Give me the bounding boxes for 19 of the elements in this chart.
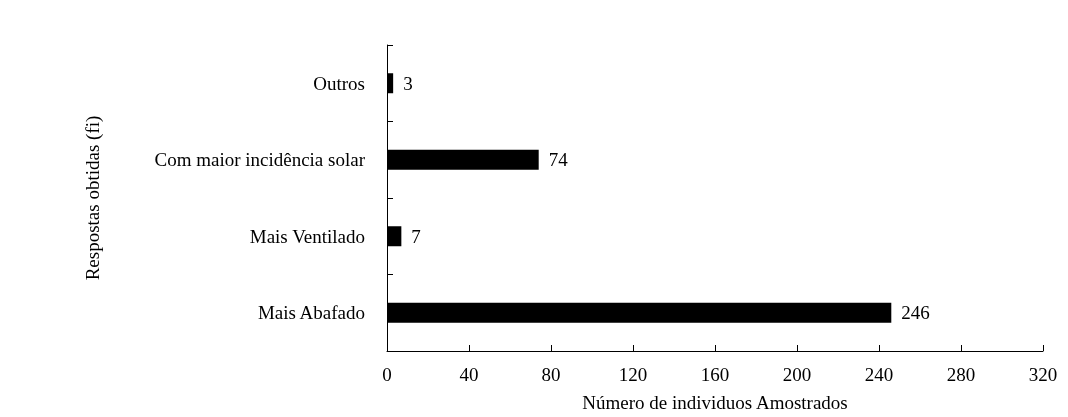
x-tick-label: 160 — [700, 364, 730, 385]
data-label: 246 — [901, 302, 930, 324]
y-tick-label: Com maior incidência solar — [154, 149, 366, 171]
y-axis-title: Respostas obtidas (fi) — [82, 115, 104, 281]
y-tick-label: Mais Ventilado — [249, 225, 365, 247]
x-tick-label: 120 — [618, 364, 648, 385]
x-axis-title: Número de individuos Amostrados — [582, 392, 848, 413]
y-tick-label: Outros — [313, 72, 365, 94]
x-tick-label: 40 — [459, 364, 479, 385]
x-tick-label: 200 — [782, 364, 812, 385]
data-label: 74 — [548, 149, 569, 171]
x-tick-label: 0 — [382, 364, 392, 385]
y-tick-label: Mais Abafado — [257, 302, 365, 324]
x-tick-label: 80 — [541, 364, 561, 385]
data-label: 7 — [411, 225, 421, 247]
x-tick-label: 320 — [1028, 364, 1058, 385]
data-label: 3 — [403, 72, 413, 94]
x-tick-label: 240 — [864, 364, 894, 385]
x-tick-label: 280 — [946, 364, 976, 385]
